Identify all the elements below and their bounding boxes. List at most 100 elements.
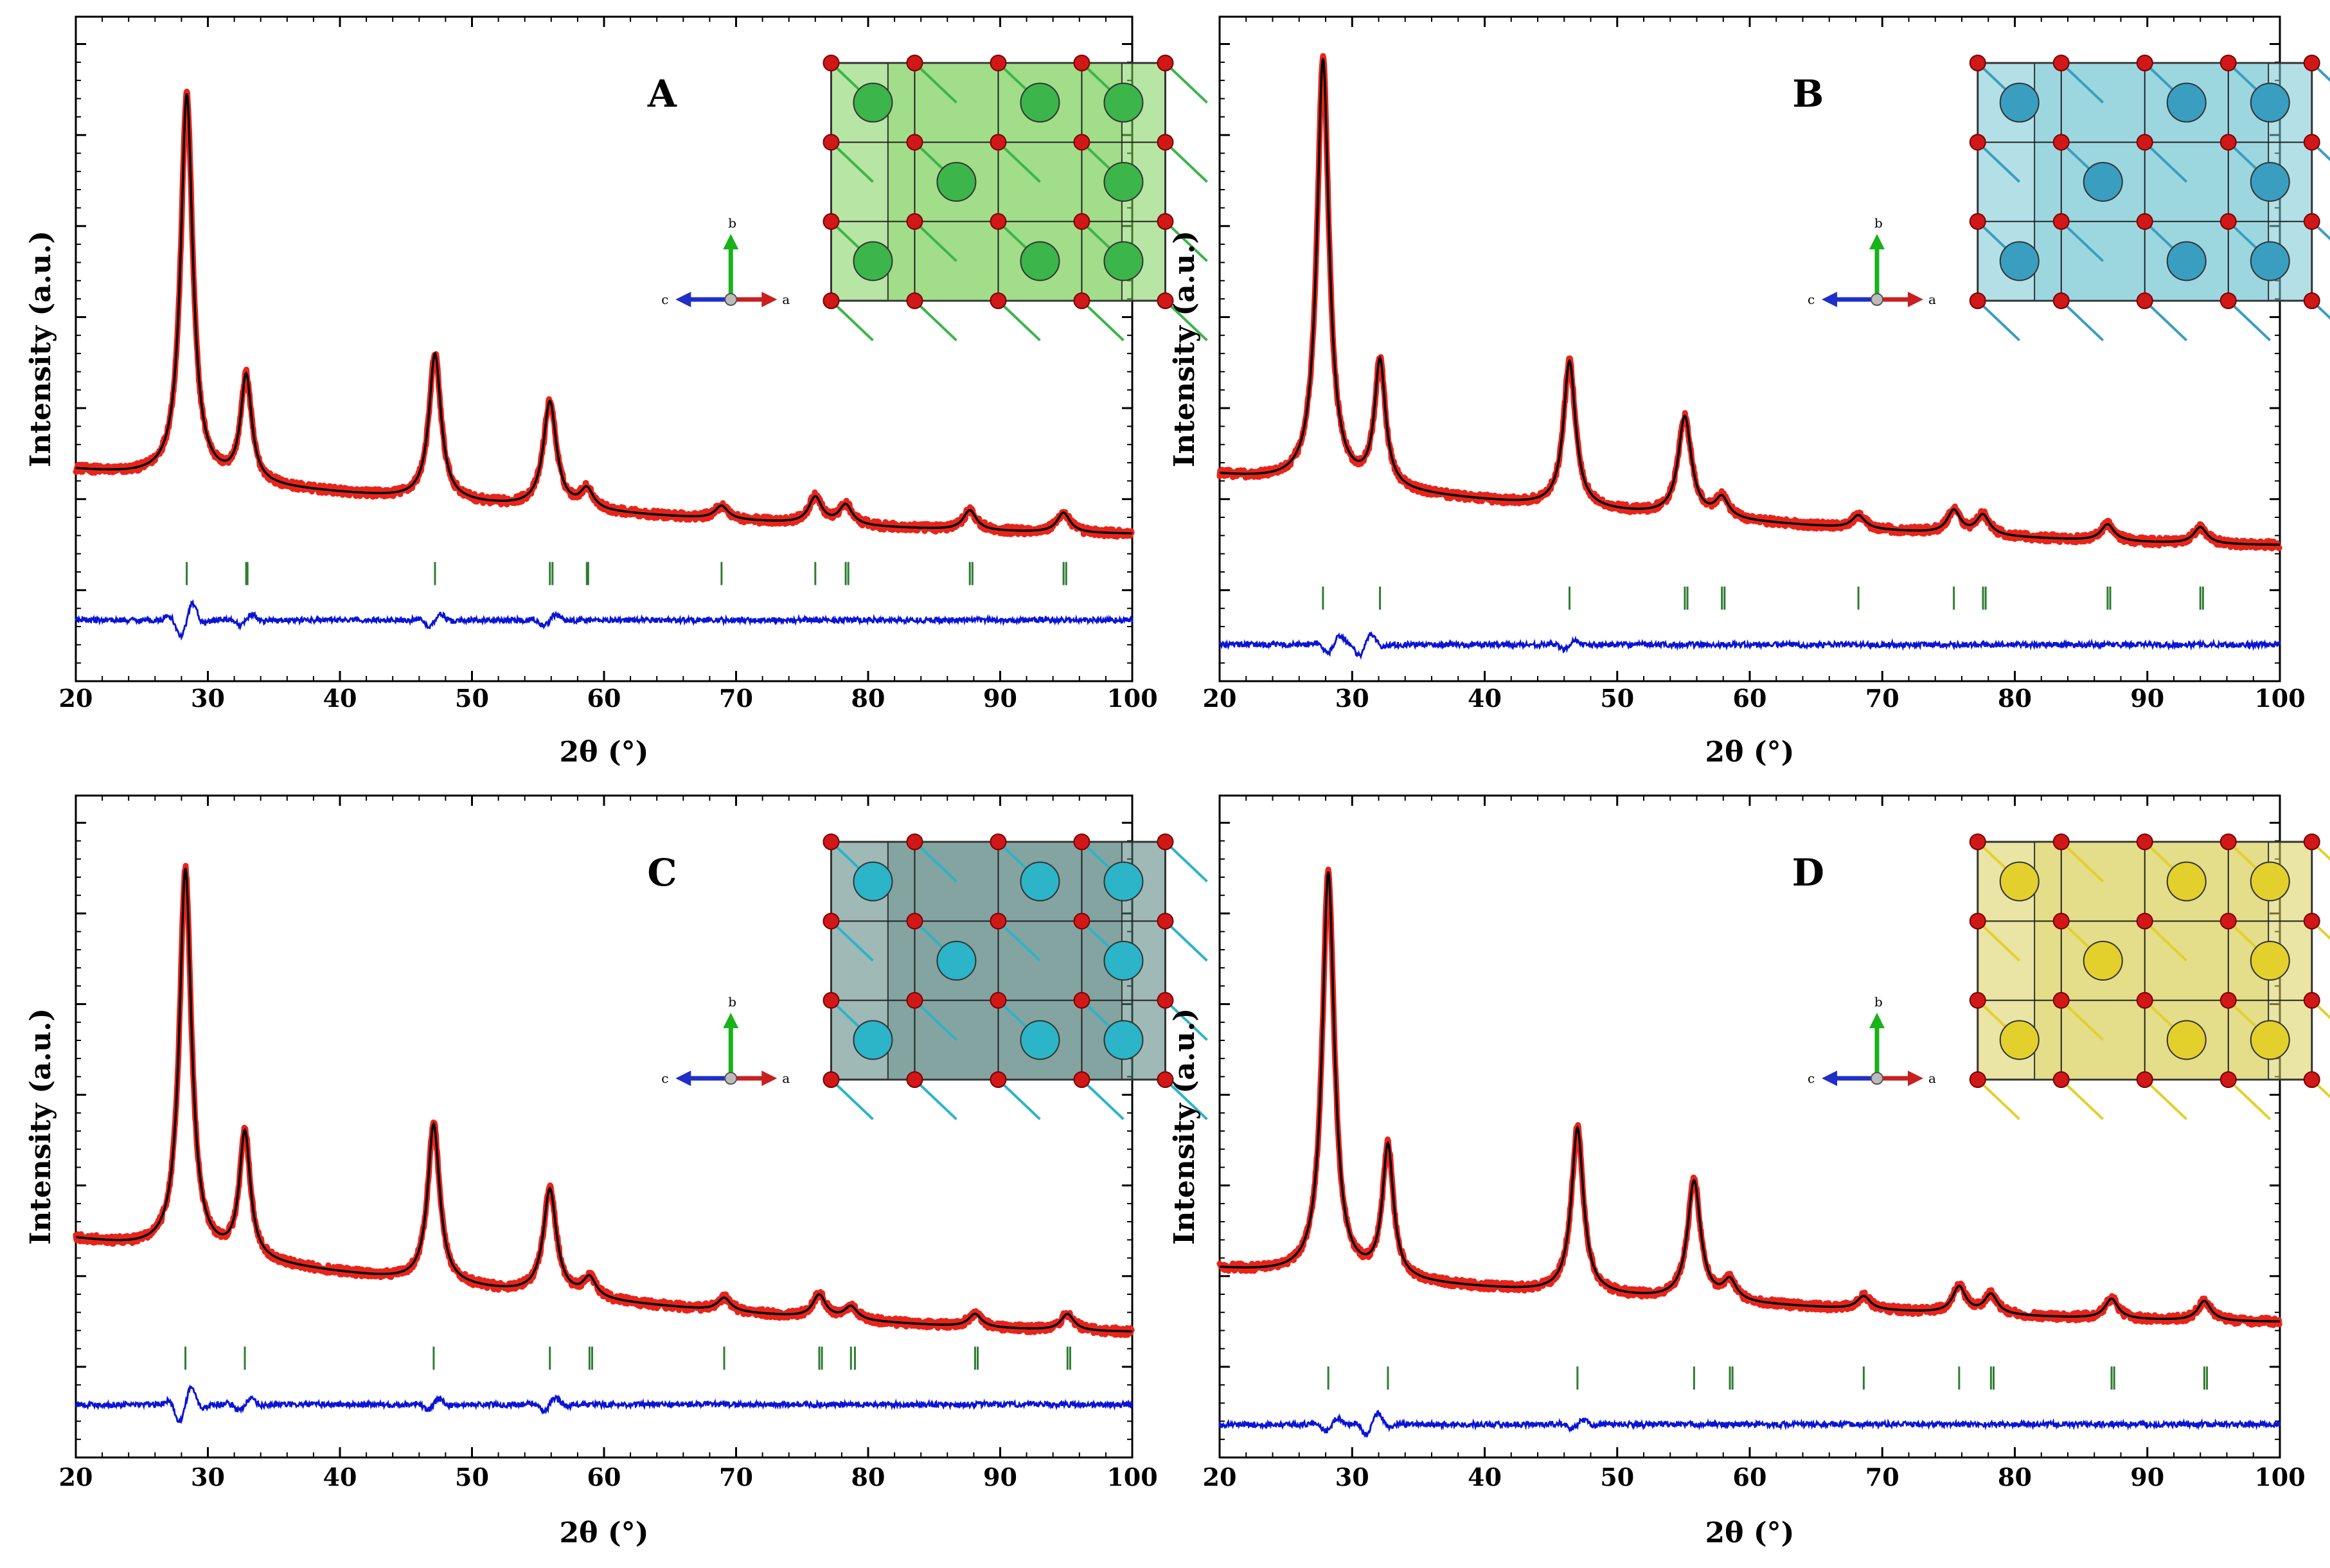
- xrd-panel-b: 20 30 40 50 60 70 80 90 100 2θ (°) Intensity (a.u.…: [1168, 15, 2330, 769]
- bond: [1164, 1078, 1208, 1121]
- oxygen-atom: [823, 833, 840, 850]
- oxygen-atom: [1969, 213, 1986, 230]
- oxygen-atom: [990, 913, 1007, 930]
- oxygen-atom: [2219, 992, 2237, 1009]
- oxygen-atom: [2219, 1071, 2237, 1088]
- metal-atom: [936, 941, 977, 981]
- a-axis-label: a: [782, 1071, 790, 1086]
- difference-series: [75, 1384, 1133, 1425]
- oxygen-atom: [2052, 134, 2070, 151]
- difference-series: [1218, 630, 2281, 660]
- oxygen-atom: [823, 213, 840, 230]
- oxygen-atom: [2303, 292, 2320, 309]
- axes-triad: b c a: [1808, 215, 1936, 307]
- bond: [1164, 841, 1208, 883]
- oxygen-atom: [2136, 833, 2153, 850]
- x-tick-label: 90: [983, 1463, 1017, 1492]
- oxygen-atom: [1157, 292, 1174, 309]
- oxygen-atom: [1073, 134, 1090, 151]
- oxygen-atom: [990, 292, 1007, 309]
- oxygen-atom: [1157, 833, 1174, 850]
- oxygen-atom: [1157, 992, 1174, 1009]
- metal-atom: [1020, 861, 1060, 902]
- oxygen-atom: [2052, 833, 2070, 850]
- oxygen-atom: [1969, 833, 1986, 850]
- bond: [1164, 141, 1208, 183]
- x-tick-label: 100: [2254, 684, 2305, 713]
- x-tick-label: 50: [455, 1463, 489, 1492]
- oxygen-atom: [2136, 1071, 2153, 1088]
- metal-atom: [936, 162, 977, 202]
- oxygen-atom: [2136, 992, 2153, 1009]
- oxygen-atom: [823, 913, 840, 930]
- oxygen-atom: [823, 1071, 840, 1088]
- calculated-series: [1219, 871, 2280, 1323]
- oxygen-atom: [823, 992, 840, 1009]
- x-tick-label: 20: [1203, 684, 1237, 713]
- bond: [2060, 299, 2104, 342]
- oxygen-atom: [2052, 992, 2070, 1009]
- a-axis-arrowhead: [761, 292, 778, 307]
- oxygen-atom: [823, 134, 840, 151]
- metal-atom: [853, 861, 893, 902]
- oxygen-atom: [1969, 992, 1986, 1009]
- difference-series: [1218, 1409, 2281, 1438]
- metal-atom: [1999, 1020, 2040, 1060]
- x-tick-label: 60: [587, 1463, 621, 1492]
- x-tick-label: 20: [1203, 1463, 1237, 1492]
- b-axis-label: b: [1874, 994, 1883, 1010]
- axes-triad: b c a: [661, 215, 790, 307]
- bond: [2311, 1078, 2330, 1099]
- xrd-panel-a: 20 30 40 50 60 70 80 90 100 2θ (°) Intensity (a.u.…: [24, 15, 1208, 769]
- metal-atom: [1020, 1020, 1060, 1060]
- c-axis-label: c: [661, 1071, 668, 1086]
- x-tick-label: 40: [323, 684, 357, 713]
- oxygen-atom: [2136, 913, 2153, 930]
- oxygen-atom: [1157, 55, 1174, 71]
- x-tick-label: 90: [983, 684, 1017, 713]
- c-axis-arrowhead: [1822, 292, 1837, 307]
- metal-atom: [1999, 241, 2040, 281]
- bond: [1164, 299, 1208, 342]
- metal-atom: [853, 1020, 893, 1060]
- c-axis-arrowhead: [1822, 1071, 1837, 1086]
- oxygen-atom: [2303, 55, 2320, 71]
- bond: [1977, 920, 2021, 962]
- x-tick-label: 70: [1865, 1463, 1899, 1492]
- x-tick-label: 50: [1600, 684, 1634, 713]
- x-tick-label: 100: [2254, 1463, 2305, 1492]
- metal-atom: [853, 82, 893, 123]
- y-axis-label: Intensity (a.u.): [24, 1008, 57, 1245]
- bond: [830, 1078, 874, 1121]
- oxygen-atom: [990, 134, 1007, 151]
- oxygen-atom: [2303, 992, 2320, 1009]
- oxygen-atom: [1073, 913, 1090, 930]
- x-tick-label: 40: [1468, 1463, 1502, 1492]
- oxygen-atom: [906, 833, 923, 850]
- oxygen-atom: [990, 992, 1007, 1009]
- x-tick-label: 50: [1600, 1463, 1634, 1492]
- bond: [914, 299, 957, 342]
- oxygen-atom: [906, 134, 923, 151]
- oxygen-atom: [1157, 1071, 1174, 1088]
- metal-atom: [1999, 861, 2040, 902]
- oxygen-atom: [2303, 913, 2320, 930]
- x-axis-label: 2θ (°): [1705, 736, 1795, 769]
- bond: [2144, 141, 2188, 183]
- metal-atom: [1103, 1020, 1144, 1060]
- bond: [1977, 1078, 2021, 1121]
- oxygen-atom: [990, 1071, 1007, 1088]
- bond: [914, 1078, 957, 1121]
- bond: [2144, 920, 2188, 962]
- oxygen-atom: [906, 1071, 923, 1088]
- a-axis-arrowhead: [761, 1071, 778, 1086]
- oxygen-atom: [1969, 913, 1986, 930]
- unit-cell-polyhedra: [2034, 841, 2270, 1080]
- c-axis-arrowhead: [675, 292, 691, 307]
- calculated-series: [1220, 58, 2280, 546]
- b-axis-label: b: [1874, 215, 1883, 231]
- x-tick-label: 30: [191, 1463, 225, 1492]
- oxygen-atom: [990, 55, 1007, 71]
- metal-atom: [2166, 1020, 2207, 1060]
